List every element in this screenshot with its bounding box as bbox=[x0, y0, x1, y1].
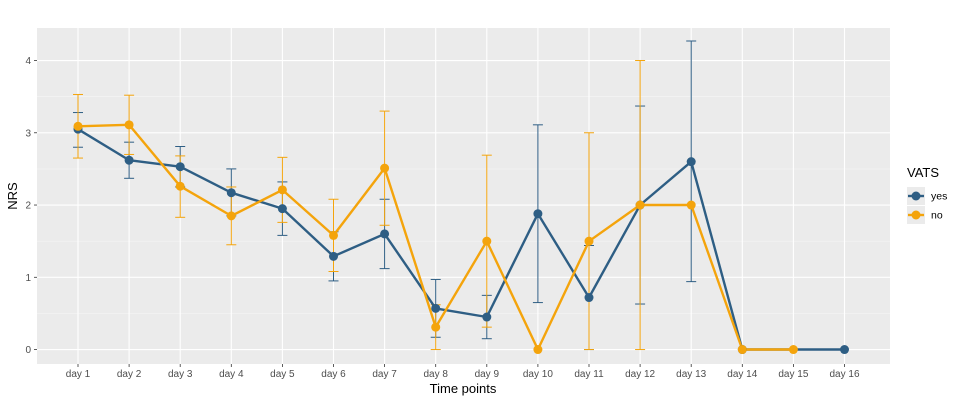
data-point-no bbox=[380, 163, 390, 173]
x-tick-label: day 4 bbox=[219, 369, 244, 380]
data-point-no bbox=[788, 345, 798, 355]
legend-key-point-no bbox=[911, 210, 921, 220]
data-point-no bbox=[431, 322, 441, 332]
x-tick-label: day 6 bbox=[321, 369, 346, 380]
x-tick-label: day 12 bbox=[625, 369, 655, 380]
x-tick-label: day 15 bbox=[778, 369, 808, 380]
x-tick-label: day 2 bbox=[117, 369, 142, 380]
x-tick-label: day 11 bbox=[574, 369, 604, 380]
data-point-yes bbox=[226, 188, 236, 198]
legend-key-point-yes bbox=[911, 191, 921, 201]
data-point-yes bbox=[533, 209, 543, 219]
x-axis-title: Time points bbox=[430, 381, 497, 396]
data-point-yes bbox=[686, 157, 696, 167]
legend-title: VATS bbox=[907, 165, 939, 180]
x-tick-label: day 10 bbox=[523, 369, 553, 380]
data-point-no bbox=[124, 120, 134, 130]
plot-panel bbox=[37, 28, 890, 364]
data-point-no bbox=[226, 211, 236, 221]
data-point-yes bbox=[175, 162, 185, 172]
x-axis: day 1 day 2 day 3 day 4 day 5 day 6 day 7 day 8… bbox=[66, 364, 860, 380]
data-point-yes bbox=[482, 312, 492, 322]
data-point-yes bbox=[277, 204, 287, 214]
legend: VATS yes no bbox=[907, 165, 947, 224]
x-tick-label: day 1 bbox=[66, 369, 91, 380]
y-axis-title: NRS bbox=[5, 182, 20, 210]
y-tick-label: 3 bbox=[25, 128, 31, 139]
series-points bbox=[73, 120, 849, 355]
data-point-yes bbox=[380, 229, 390, 239]
x-tick-label: day 9 bbox=[475, 369, 500, 380]
x-tick-label: day 8 bbox=[423, 369, 448, 380]
y-tick-label: 4 bbox=[25, 56, 31, 67]
x-tick-label: day 5 bbox=[270, 369, 295, 380]
data-point-no bbox=[737, 345, 747, 355]
data-point-no bbox=[73, 121, 83, 131]
data-point-yes bbox=[431, 303, 441, 313]
y-tick-label: 0 bbox=[25, 345, 31, 356]
legend-label-yes: yes bbox=[931, 191, 947, 203]
x-tick-label: day 16 bbox=[829, 369, 859, 380]
data-point-yes bbox=[840, 345, 849, 355]
y-tick-label: 1 bbox=[25, 273, 31, 284]
data-point-no bbox=[635, 200, 645, 210]
x-tick-label: day 13 bbox=[676, 369, 706, 380]
y-tick-label: 2 bbox=[25, 201, 31, 212]
data-point-no bbox=[533, 345, 543, 355]
x-tick-label: day 14 bbox=[727, 369, 757, 380]
y-axis: 0 1 2 3 4 bbox=[25, 56, 37, 356]
data-point-yes bbox=[584, 293, 594, 303]
x-tick-label: day 7 bbox=[372, 369, 397, 380]
data-point-no bbox=[584, 236, 594, 246]
data-point-no bbox=[482, 236, 492, 246]
data-point-yes bbox=[124, 155, 134, 165]
data-point-no bbox=[277, 185, 287, 195]
data-point-no bbox=[175, 181, 185, 191]
data-point-no bbox=[329, 230, 338, 240]
data-point-no bbox=[686, 200, 696, 210]
legend-label-no: no bbox=[931, 210, 943, 222]
data-point-yes bbox=[329, 251, 338, 261]
x-tick-label: day 3 bbox=[168, 369, 193, 380]
